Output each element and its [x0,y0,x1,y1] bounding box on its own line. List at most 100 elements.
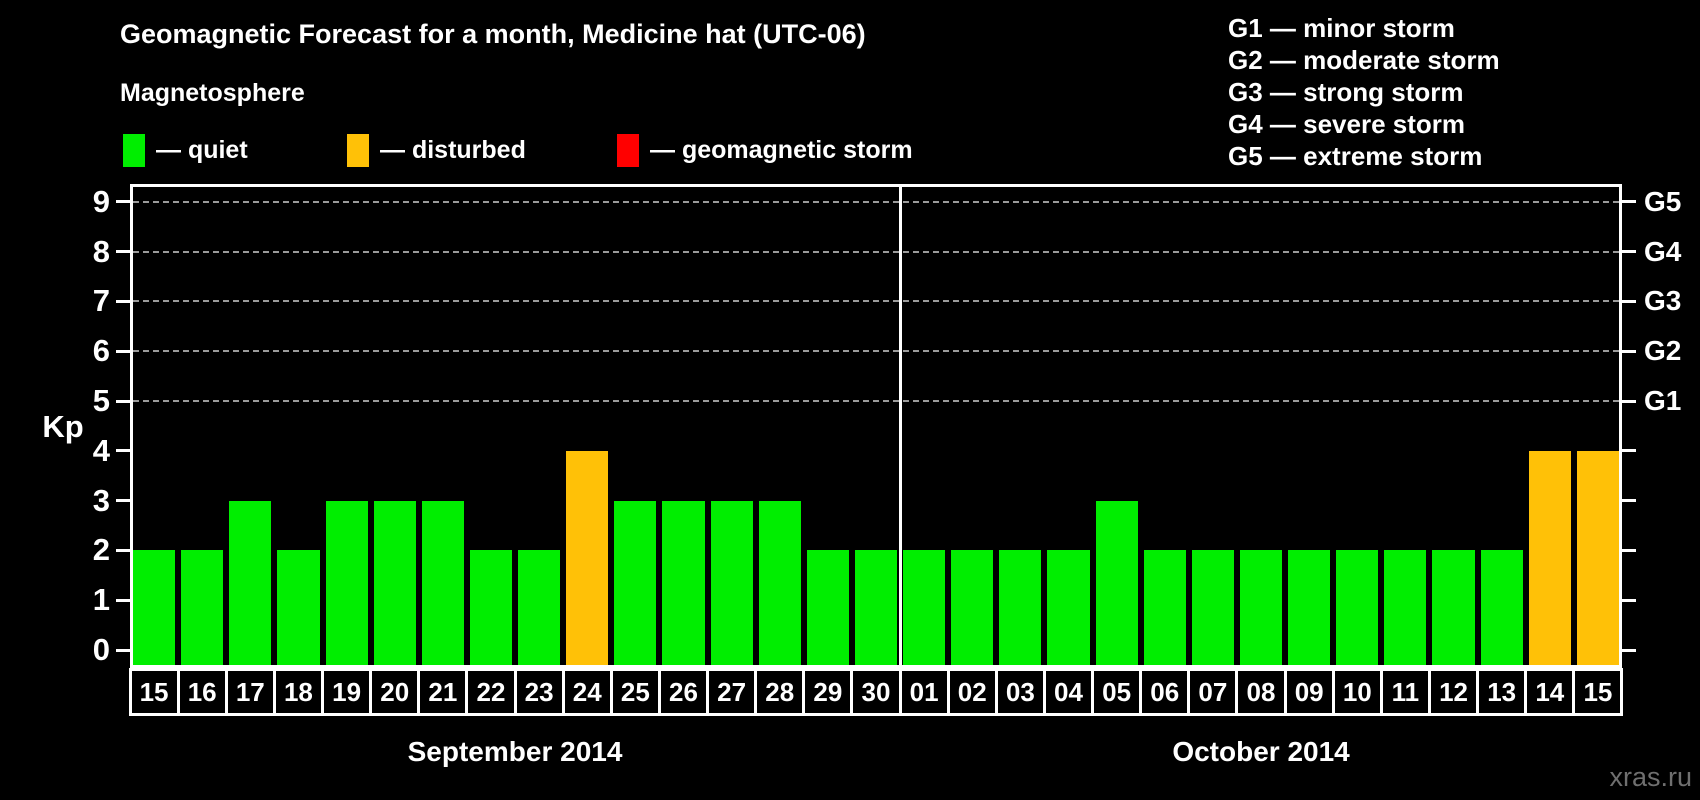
kp-bar-11-quiet [1384,550,1427,665]
date-label-02: 02 [946,668,998,716]
y-tick-label-7: 7 [92,283,110,319]
kp-bar-05-quiet [1095,500,1138,665]
right-tick-0 [1622,648,1636,652]
g-axis-label-G2: G2 [1644,335,1682,367]
left-tick-9 [116,200,130,204]
kp-bar-09-quiet [1288,550,1331,665]
kp-bar-25-quiet [614,500,657,665]
date-label-09: 09 [1283,668,1335,716]
gridline-6 [133,350,1619,353]
right-tick-9 [1622,200,1636,204]
right-tick-5 [1622,399,1636,403]
date-label-23: 23 [513,668,565,716]
kp-bar-04-quiet [1047,550,1090,665]
kp-bar-30-quiet [854,550,898,665]
left-tick-7 [116,299,130,303]
date-label-03: 03 [994,668,1046,716]
kp-bar-12-quiet [1432,550,1475,665]
date-label-17: 17 [224,668,276,716]
gridline-5 [133,400,1619,402]
date-label-25: 25 [609,668,661,716]
storm-color-swatch [617,133,639,167]
y-tick-label-3: 3 [92,482,110,518]
g-axis-label-G3: G3 [1644,285,1682,317]
kp-bar-18-quiet [277,550,320,665]
date-label-16: 16 [176,668,228,716]
kp-bar-07-quiet [1191,550,1234,665]
left-tick-3 [116,499,130,503]
date-label-27: 27 [706,668,758,716]
gridline-8 [133,250,1619,253]
kp-bar-02-quiet [951,550,994,665]
right-tick-8 [1622,250,1636,254]
date-label-26: 26 [657,668,710,716]
y-tick-label-0: 0 [92,632,110,667]
kp-bar-22-quiet [469,550,513,665]
legend-item-disturbed: — disturbed [347,131,526,169]
g-axis-label-G5: G5 [1644,185,1682,217]
magnetosphere-label: Magnetosphere [120,79,305,107]
watermark: xras.ru [1609,762,1692,792]
legend-label-quiet: — quiet [156,135,248,164]
date-label-24: 24 [561,668,613,716]
legend-label-disturbed: — disturbed [380,135,526,164]
right-tick-2 [1622,548,1636,552]
quiet-color-swatch [123,133,145,167]
storm-legend-line-4: G4 — severe storm [1228,109,1466,139]
storm-scale-legend: G1 — minor storm G2 — moderate storm G3 — … [1228,12,1500,172]
g-axis-label-G1: G1 [1644,385,1682,416]
date-label-22: 22 [465,668,517,716]
date-label-14: 14 [1524,668,1576,716]
date-label-21: 21 [417,668,469,716]
storm-legend-line-2: G2 — moderate storm [1228,45,1500,75]
kp-bar-15-disturbed [1576,450,1619,665]
left-tick-1 [116,598,130,602]
status-legend: — quiet — disturbed — geomagnetic storm [0,131,1100,169]
date-label-07: 07 [1187,668,1239,716]
left-tick-6 [116,349,130,353]
gridline-7 [133,300,1619,303]
kp-bar-23-quiet [518,550,561,665]
y-tick-label-5: 5 [92,383,110,418]
y-tick-label-1: 1 [92,582,110,618]
left-tick-4 [116,449,130,453]
kp-bar-03-quiet [999,550,1042,665]
kp-bar-28-quiet [758,500,801,665]
kp-bar-01-quiet [903,550,946,665]
kp-bar-20-quiet [373,500,416,665]
kp-bar-29-quiet [806,550,849,665]
month-label-0: September 2014 [407,736,623,767]
right-tick-1 [1622,598,1636,602]
kp-bar-19-quiet [325,500,368,665]
legend-item-quiet: — quiet [123,131,248,169]
kp-bar-14-disturbed [1528,450,1571,665]
date-label-19: 19 [321,668,373,716]
date-label-08: 08 [1235,668,1287,716]
date-label-01: 01 [898,668,950,716]
date-label-28: 28 [754,668,806,716]
y-tick-label-6: 6 [92,333,110,369]
left-tick-5 [116,399,130,403]
date-label-04: 04 [1042,668,1095,716]
month-label-1: October 2014 [1172,736,1350,767]
right-tick-4 [1622,449,1636,453]
legend-item-storm: — geomagnetic storm [617,131,913,169]
date-label-15: 15 [1572,668,1624,716]
left-tick-0 [116,648,130,652]
date-label-18: 18 [272,668,324,716]
kp-bar-21-quiet [421,500,464,665]
kp-bar-15-quiet [133,550,176,665]
storm-legend-line-3: G3 — strong storm [1228,77,1464,107]
legend-label-storm: — geomagnetic storm [650,135,913,164]
y-tick-label-4: 4 [92,432,110,468]
kp-bar-08-quiet [1239,550,1283,665]
g-axis-label-G4: G4 [1644,235,1682,267]
kp-bar-17-quiet [229,500,272,665]
kp-bar-13-quiet [1480,550,1523,665]
date-label-06: 06 [1139,668,1191,716]
date-label-20: 20 [369,668,421,716]
gridline-9 [133,200,1619,203]
kp-bar-06-quiet [1143,550,1186,665]
month-separator-0 [898,184,902,668]
